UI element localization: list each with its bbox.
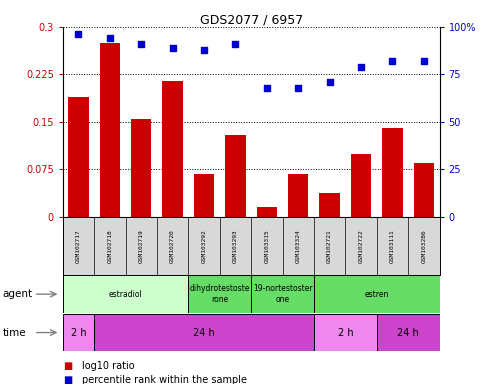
Text: GSM102721: GSM102721 xyxy=(327,229,332,263)
Text: GSM103293: GSM103293 xyxy=(233,229,238,263)
Bar xyxy=(162,81,183,217)
Point xyxy=(295,84,302,91)
Text: GSM103315: GSM103315 xyxy=(264,229,270,263)
Text: log10 ratio: log10 ratio xyxy=(82,361,135,371)
Text: GSM102717: GSM102717 xyxy=(76,229,81,263)
Bar xyxy=(314,275,440,313)
Text: ■: ■ xyxy=(63,375,72,384)
Point xyxy=(420,58,428,64)
Bar xyxy=(251,275,314,313)
Text: estradiol: estradiol xyxy=(109,290,142,299)
Bar xyxy=(63,314,94,351)
Point xyxy=(169,45,177,51)
Bar xyxy=(63,275,188,313)
Bar xyxy=(377,314,440,351)
Text: GSM102720: GSM102720 xyxy=(170,229,175,263)
Point xyxy=(106,35,114,41)
Text: GDS2077 / 6957: GDS2077 / 6957 xyxy=(199,13,303,26)
Text: estren: estren xyxy=(365,290,389,299)
Text: time: time xyxy=(2,328,26,338)
Bar xyxy=(319,193,340,217)
Text: 24 h: 24 h xyxy=(193,328,215,338)
Bar xyxy=(351,154,371,217)
Bar xyxy=(99,43,120,217)
Text: 2 h: 2 h xyxy=(71,328,86,338)
Text: GSM102722: GSM102722 xyxy=(358,229,364,263)
Point xyxy=(232,41,240,47)
Text: GSM102718: GSM102718 xyxy=(107,229,113,263)
Bar xyxy=(225,135,246,217)
Text: 19-nortestoster
one: 19-nortestoster one xyxy=(253,285,313,304)
Text: GSM102719: GSM102719 xyxy=(139,229,144,263)
Bar xyxy=(68,97,89,217)
Bar xyxy=(413,163,434,217)
Text: GSM103286: GSM103286 xyxy=(421,229,426,263)
Point xyxy=(138,41,145,47)
Bar xyxy=(256,207,277,217)
Bar xyxy=(188,275,251,313)
Text: dihydrotestoste
rone: dihydrotestoste rone xyxy=(189,285,250,304)
Point xyxy=(326,79,333,85)
Bar xyxy=(131,119,152,217)
Text: percentile rank within the sample: percentile rank within the sample xyxy=(82,375,247,384)
Bar xyxy=(194,174,214,217)
Point xyxy=(389,58,397,64)
Text: 24 h: 24 h xyxy=(397,328,419,338)
Bar xyxy=(94,314,314,351)
Text: GSM103292: GSM103292 xyxy=(201,229,207,263)
Bar xyxy=(288,174,309,217)
Bar xyxy=(382,128,403,217)
Bar xyxy=(314,314,377,351)
Point xyxy=(74,31,82,38)
Point xyxy=(357,64,365,70)
Text: agent: agent xyxy=(2,289,32,299)
Text: GSM103324: GSM103324 xyxy=(296,229,301,263)
Text: 2 h: 2 h xyxy=(338,328,353,338)
Point xyxy=(263,84,271,91)
Text: GSM103111: GSM103111 xyxy=(390,229,395,263)
Text: ■: ■ xyxy=(63,361,72,371)
Point xyxy=(200,46,208,53)
